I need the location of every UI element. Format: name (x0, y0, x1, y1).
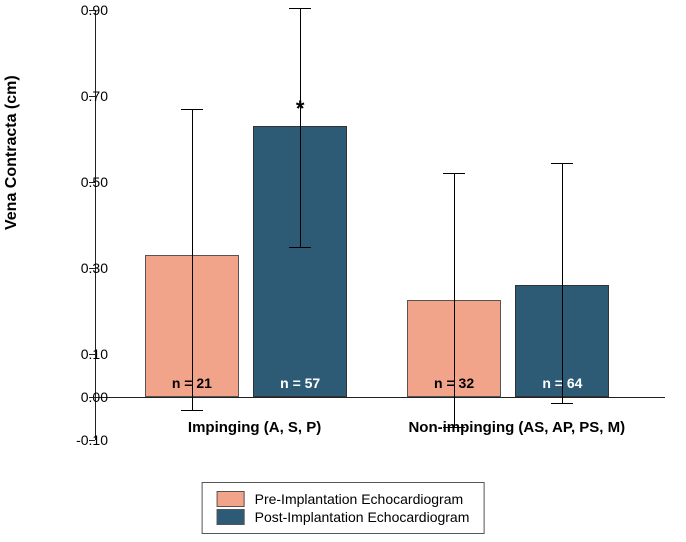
y-tick-label: 0.50 (60, 174, 108, 190)
error-cap-top (289, 8, 311, 9)
error-cap-top (181, 109, 203, 110)
y-tick-label: 0.30 (60, 260, 108, 276)
y-tick-label: 0.00 (60, 389, 108, 405)
group-label: Impinging (A, S, P) (188, 419, 321, 436)
legend-swatch (217, 509, 245, 525)
error-cap-top (443, 173, 465, 174)
legend-swatch (217, 491, 245, 507)
y-tick-mark (89, 268, 95, 269)
legend-label: Pre-Implantation Echocardiogram (255, 491, 464, 507)
y-tick-mark (89, 96, 95, 97)
plot-area: n = 21n = 57*n = 32n = 64 (95, 10, 665, 440)
y-tick-label: 0.70 (60, 88, 108, 104)
significance-marker: * (296, 96, 305, 122)
error-cap-bottom (181, 410, 203, 411)
error-bar-line (192, 109, 193, 410)
error-cap-bottom (289, 247, 311, 248)
legend-item: Pre-Implantation Echocardiogram (217, 491, 470, 507)
group-label: Non-impinging (AS, AP, PS, M) (408, 419, 625, 436)
error-cap-bottom (551, 403, 573, 404)
error-bar-line (454, 173, 455, 427)
y-tick-label: 0.10 (60, 346, 108, 362)
y-tick-mark (89, 354, 95, 355)
y-tick-mark (89, 182, 95, 183)
y-tick-label: -0.10 (60, 432, 108, 448)
y-tick-mark (89, 440, 95, 441)
legend-label: Post-Implantation Echocardiogram (255, 509, 470, 525)
y-tick-label: 0.90 (60, 2, 108, 18)
error-bar-line (562, 163, 563, 404)
error-bar-line (300, 8, 301, 247)
y-tick-mark (89, 397, 95, 398)
y-axis-title: Vena Contracta (cm) (3, 75, 21, 230)
legend-item: Post-Implantation Echocardiogram (217, 509, 470, 525)
y-tick-mark (89, 10, 95, 11)
y-axis-line (95, 10, 96, 440)
legend: Pre-Implantation Echocardiogram Post-Impl… (202, 482, 485, 534)
bar-chart: Vena Contracta (cm) n = 21n = 57*n = 32n… (0, 0, 686, 542)
error-cap-top (551, 163, 573, 164)
